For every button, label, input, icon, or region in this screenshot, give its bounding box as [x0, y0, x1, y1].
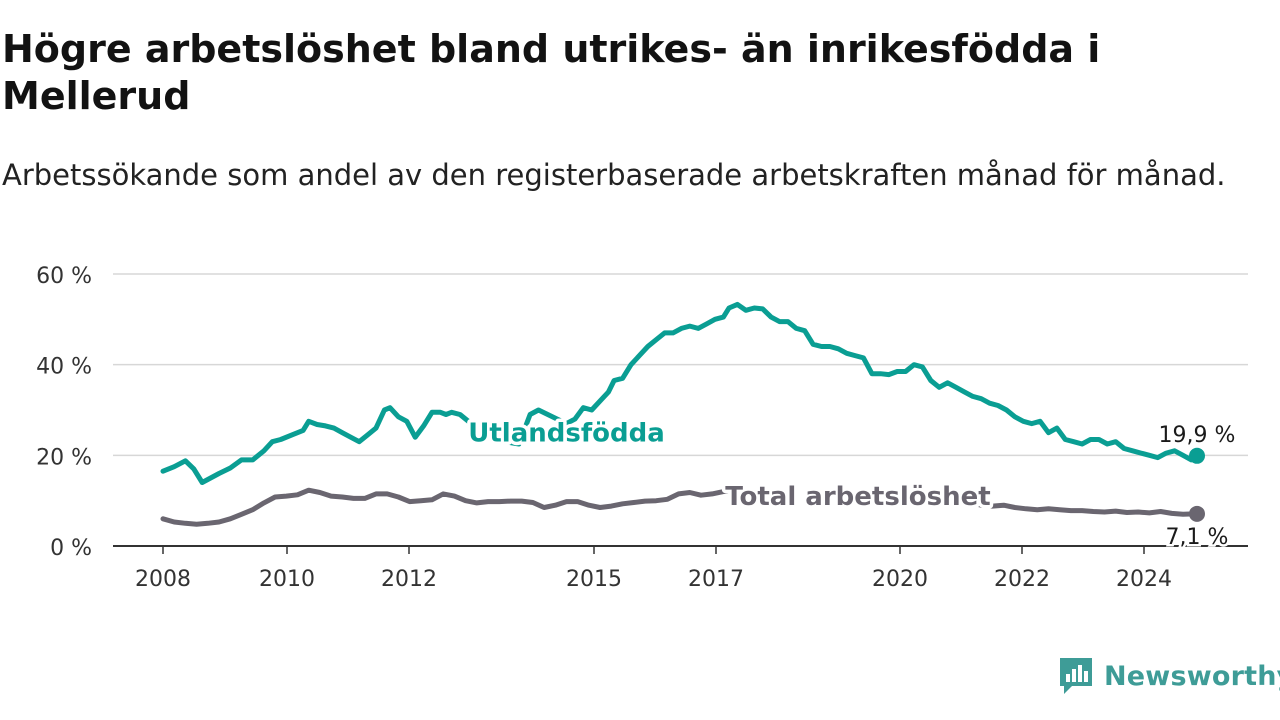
- series-labels: 19,9 % 7,1 % Utlandsfödda Total arbetslöshe…: [465, 415, 1238, 552]
- newsworthy-brand[interactable]: Newsworthy: [1058, 654, 1280, 698]
- x-tick-label: 2020: [872, 567, 928, 592]
- y-tick-label: 20 %: [36, 445, 92, 470]
- series-line-utlandsfodda: [160, 301, 1200, 485]
- newsworthy-logo-icon: [1060, 658, 1092, 694]
- gridlines: [113, 273, 1248, 547]
- series-name-label: Total arbetslöshet: [725, 482, 990, 512]
- y-axis-tick-labels: 0 % 20 % 40 % 60 %: [36, 264, 92, 561]
- series-end-point: [1189, 447, 1205, 464]
- series-line-total-part: [967, 500, 1200, 517]
- y-tick-label: 0 %: [50, 536, 92, 561]
- x-axis: 2008 2010 2012 2015 2017 2020 2022 2024: [135, 546, 1172, 592]
- x-tick-label: 2015: [566, 567, 622, 592]
- series-line-total: [160, 486, 746, 527]
- series-lines: [160, 301, 1205, 527]
- y-tick-label: 60 %: [36, 264, 92, 289]
- chart-subtitle: Arbetssökande som andel av den registerb…: [2, 158, 1226, 192]
- series-end-value-label: 19,9 %: [1159, 423, 1236, 448]
- brand-name: Newsworthy: [1104, 660, 1280, 692]
- x-tick-label: 2012: [381, 567, 437, 592]
- chart-title: Högre arbetslöshet bland utrikes- än inr…: [2, 27, 1101, 118]
- x-tick-label: 2022: [994, 567, 1050, 592]
- x-tick-label: 2008: [135, 567, 191, 592]
- y-tick-label: 40 %: [36, 355, 92, 380]
- series-end-point: [1189, 505, 1205, 522]
- x-tick-label: 2017: [688, 567, 744, 592]
- series-end-value-label: 7,1 %: [1166, 525, 1229, 550]
- x-tick-label: 2010: [259, 567, 315, 592]
- x-tick-label: 2024: [1116, 567, 1172, 592]
- series-name-label: Utlandsfödda: [468, 419, 665, 449]
